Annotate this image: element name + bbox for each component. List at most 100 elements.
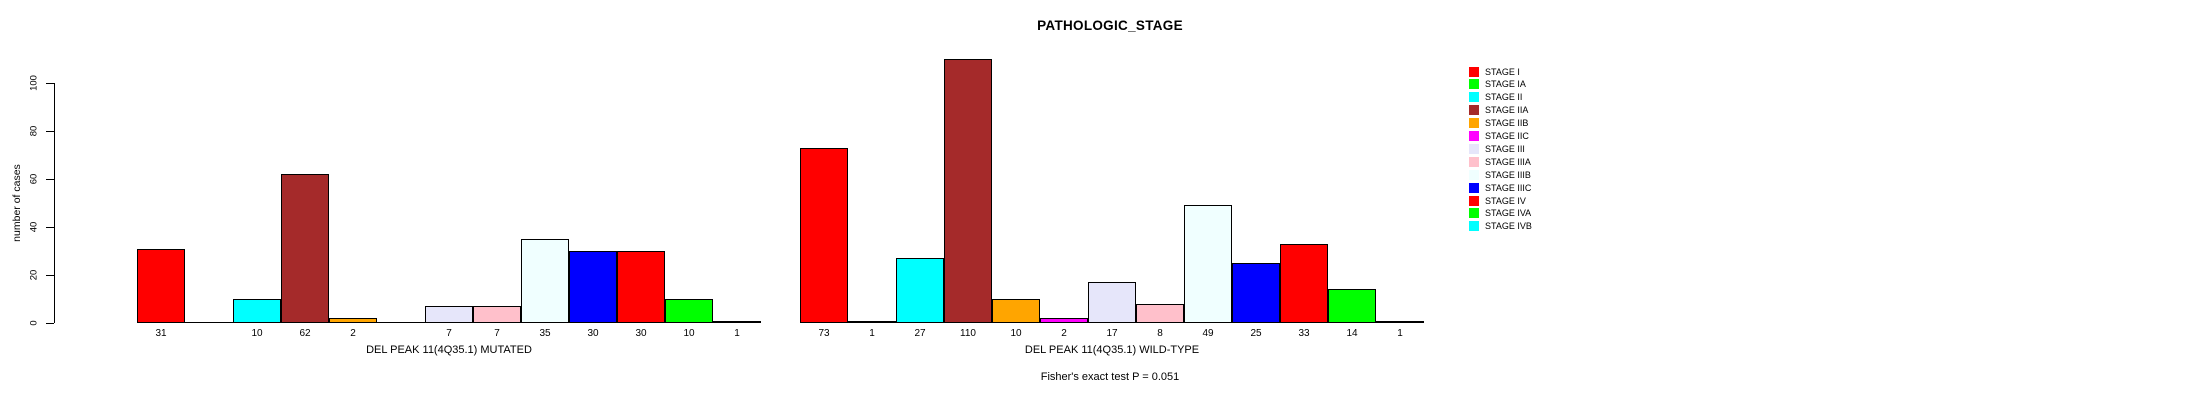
bar-value-label: 35 (539, 328, 551, 339)
zero-bar (377, 322, 425, 323)
group-axis-title-mutated: DEL PEAK 11(4Q35.1) MUTATED (366, 344, 532, 356)
bar-stage-iia (281, 174, 329, 323)
bar-stage-ii (896, 258, 944, 323)
bar-stage-ii (233, 299, 281, 323)
y-tick-label: 0 (28, 320, 40, 326)
bar-value-label: 1 (734, 328, 740, 339)
legend-swatch (1469, 92, 1479, 103)
legend-label: STAGE III (1485, 143, 1525, 154)
legend-item: STAGE IV (1469, 195, 1526, 206)
y-axis-label: number of cases (11, 164, 23, 242)
legend-item: STAGE III (1469, 143, 1525, 154)
bar-stage-i (137, 248, 185, 323)
bar-stage-iiib (1184, 205, 1232, 323)
legend-item: STAGE IVA (1469, 208, 1531, 219)
bar-value-label: 2 (350, 328, 356, 339)
y-tick-label: 80 (28, 125, 40, 137)
y-tick (46, 130, 54, 132)
legend-label: STAGE IIIA (1485, 156, 1531, 167)
y-tick-label: 40 (28, 221, 40, 233)
bar-stage-iia (944, 59, 992, 323)
legend-swatch (1469, 105, 1479, 116)
bar-value-label: 1 (869, 328, 875, 339)
legend-item: STAGE IVB (1469, 221, 1532, 232)
bar-stage-iib (992, 299, 1040, 323)
legend-item: STAGE IIIB (1469, 169, 1531, 180)
chart-title: PATHOLOGIC_STAGE (1037, 18, 1183, 33)
bar-value-label: 27 (914, 328, 926, 339)
bar-stage-iiia (1136, 303, 1184, 323)
bar-value-label: 25 (1250, 328, 1262, 339)
legend-label: STAGE IIA (1485, 105, 1529, 116)
bar-stage-ivb (1376, 320, 1424, 323)
bar-value-label: 31 (155, 328, 167, 339)
legend-swatch (1469, 118, 1479, 129)
bar-value-label: 10 (683, 328, 695, 339)
y-tick-label: 20 (28, 269, 40, 281)
legend-swatch (1469, 131, 1479, 141)
legend-label: STAGE IIIB (1485, 169, 1531, 180)
legend-label: STAGE I (1485, 66, 1520, 77)
legend-item: STAGE IIC (1469, 131, 1529, 142)
bar-value-label: 110 (960, 328, 976, 339)
legend-swatch (1469, 221, 1479, 232)
zero-bar (185, 322, 233, 323)
bar-value-label: 2 (1061, 328, 1067, 339)
bar-value-label: 8 (1157, 328, 1163, 339)
bar-value-label: 33 (1298, 328, 1310, 339)
y-tick (46, 274, 54, 276)
bar-stage-iva (1328, 289, 1376, 323)
bar-stage-iiic (569, 251, 617, 323)
legend-label: STAGE IA (1485, 79, 1526, 90)
legend-label: STAGE IV (1485, 195, 1526, 206)
legend-swatch (1469, 182, 1479, 193)
bar-stage-i (800, 147, 848, 323)
legend-label: STAGE IVB (1485, 221, 1532, 232)
bar-stage-iva (665, 299, 713, 323)
bar-value-label: 30 (635, 328, 647, 339)
legend-label: STAGE IIB (1485, 118, 1529, 129)
bar-value-label: 1 (1397, 328, 1403, 339)
bar-stage-iv (1280, 243, 1328, 323)
bar-stage-iv (617, 251, 665, 323)
legend-swatch (1469, 156, 1479, 167)
bar-stage-iiia (473, 306, 521, 323)
bar-stage-iiic (1232, 263, 1280, 323)
bar-value-label: 14 (1346, 328, 1358, 339)
legend-item: STAGE II (1469, 92, 1522, 103)
legend-label: STAGE IIC (1485, 131, 1529, 141)
legend-swatch (1469, 66, 1479, 77)
y-axis (54, 83, 55, 323)
y-tick (46, 226, 54, 228)
bar-value-label: 7 (494, 328, 500, 339)
legend-item: STAGE IIA (1469, 105, 1528, 116)
bar-stage-iib (329, 318, 377, 323)
legend-item: STAGE IA (1469, 79, 1526, 90)
legend-swatch (1469, 169, 1479, 180)
legend-item: STAGE IIB (1469, 118, 1528, 129)
legend-swatch (1469, 208, 1479, 219)
legend-swatch (1469, 195, 1479, 206)
legend-item: STAGE IIIC (1469, 182, 1531, 193)
legend-swatch (1469, 143, 1479, 154)
fisher-test-caption: Fisher's exact test P = 0.051 (1040, 371, 1180, 383)
y-tick (46, 322, 54, 324)
bar-value-label: 62 (299, 328, 311, 339)
group-axis-title-wildtype: DEL PEAK 11(4Q35.1) WILD-TYPE (1024, 344, 1200, 356)
bar-stage-iic (1040, 318, 1088, 323)
y-tick (46, 178, 54, 180)
bar-value-label: 7 (446, 328, 452, 339)
bar-stage-ia (848, 320, 896, 323)
bar-value-label: 10 (251, 328, 263, 339)
legend-swatch (1469, 79, 1479, 90)
bar-value-label: 49 (1202, 328, 1214, 339)
bar-value-label: 73 (818, 328, 830, 339)
legend-label: STAGE II (1485, 92, 1523, 103)
y-tick (46, 82, 54, 84)
legend-item: STAGE I (1469, 66, 1520, 77)
legend-label: STAGE IVA (1485, 208, 1532, 219)
bar-value-label: 30 (587, 328, 599, 339)
y-tick-label: 60 (28, 173, 40, 185)
legend-item: STAGE IIIA (1469, 156, 1531, 167)
